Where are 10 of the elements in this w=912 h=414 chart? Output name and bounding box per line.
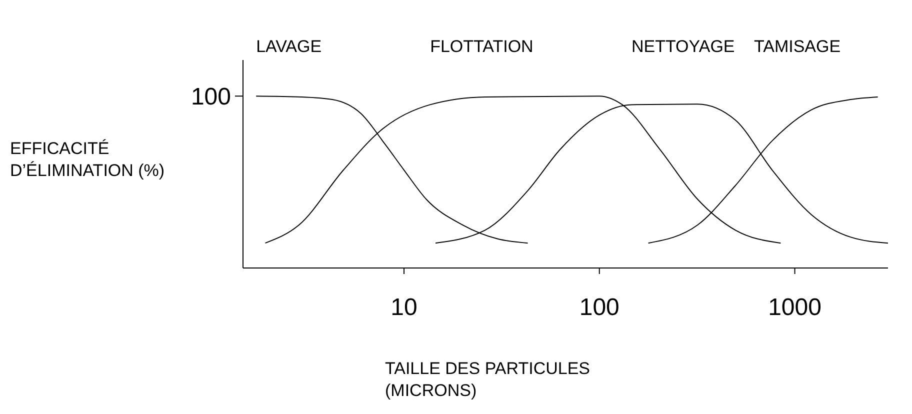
x-tick-label: 100	[579, 294, 620, 322]
y-axis-title: EFFICACITÉ D’ÉLIMINATION (%)	[10, 138, 166, 182]
text: TAMISAGE	[754, 37, 841, 56]
x-axis-title: TAILLE DES PARTICULES (MICRONS)	[385, 358, 592, 402]
text: LAVAGE	[256, 37, 322, 56]
text: 100	[190, 84, 231, 110]
x-tick-label: 1000	[768, 294, 822, 322]
text: FLOTTATION	[430, 37, 534, 56]
x-tick-label: 10	[390, 294, 418, 322]
text: NETTOYAGE	[631, 37, 735, 56]
